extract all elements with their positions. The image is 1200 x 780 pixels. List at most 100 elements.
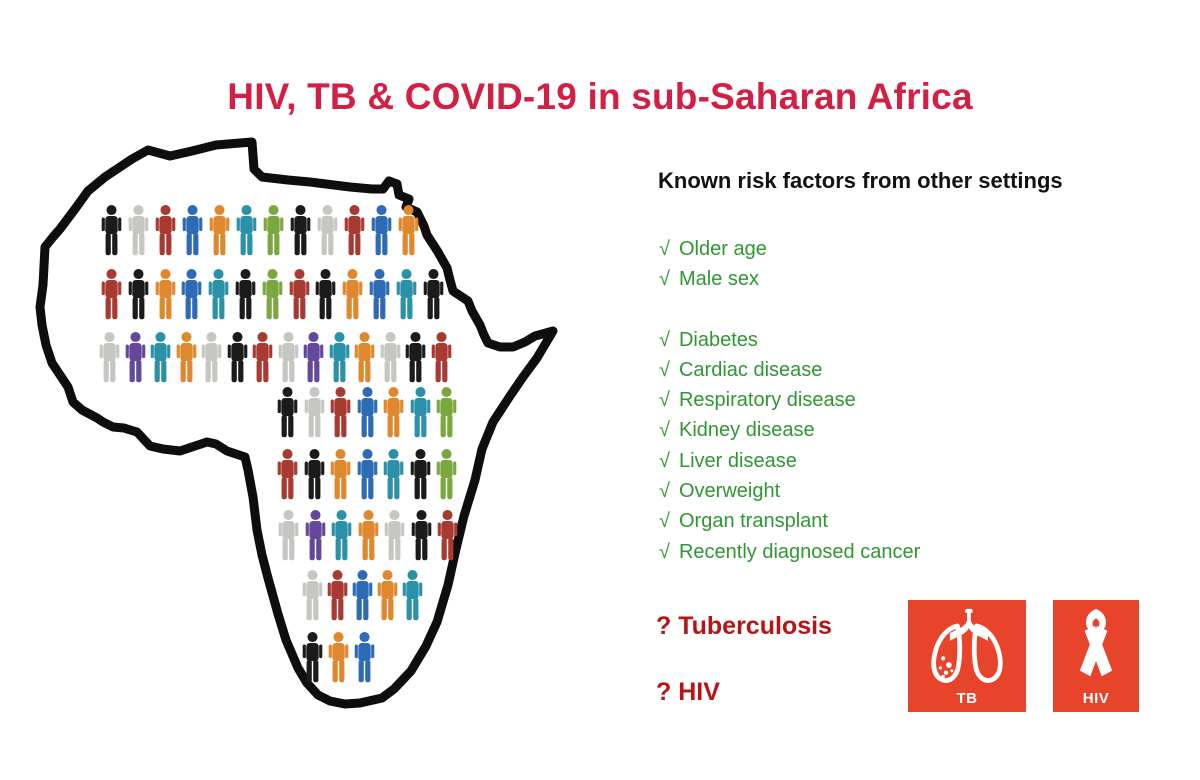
risk-group: √ Diabetes √ Cardiac disease √ Respiratory di… <box>659 325 920 567</box>
person-pictogram <box>100 202 123 258</box>
person-pictogram <box>181 202 204 258</box>
person-pictogram <box>304 507 327 563</box>
person-pictogram <box>382 446 405 502</box>
person-pictogram <box>208 202 231 258</box>
person-pictogram <box>303 384 326 440</box>
risk-item: √ Kidney disease <box>659 415 920 445</box>
person-pictogram <box>226 329 249 385</box>
person-pictogram <box>356 446 379 502</box>
person-pictogram <box>316 202 339 258</box>
person-pictogram <box>383 507 406 563</box>
person-pictogram <box>262 202 285 258</box>
person-pictogram <box>277 507 300 563</box>
person-pictogram <box>351 567 374 623</box>
person-pictogram <box>127 266 150 322</box>
slide-title: HIV, TB & COVID-19 in sub-Saharan Africa <box>227 76 973 117</box>
person-pictogram <box>422 266 445 322</box>
person-pictogram <box>127 202 150 258</box>
person-pictogram <box>376 567 399 623</box>
person-pictogram <box>330 507 353 563</box>
person-pictogram <box>276 384 299 440</box>
check-icon: √ <box>659 328 670 351</box>
person-pictogram <box>301 567 324 623</box>
person-pictogram <box>301 629 324 685</box>
person-pictogram <box>175 329 198 385</box>
check-icon: √ <box>659 540 670 563</box>
person-pictogram <box>356 384 379 440</box>
risk-group: √ Older age √ Male sex <box>659 234 920 295</box>
risk-item-label: Organ transplant <box>678 510 828 533</box>
check-icon: √ <box>659 510 670 533</box>
question-tuberculosis: ? Tuberculosis <box>656 612 832 640</box>
risk-item: √ Older age <box>659 234 920 264</box>
africa-map <box>20 125 665 740</box>
person-pictogram <box>289 202 312 258</box>
hiv-badge: HIV <box>1053 600 1139 712</box>
check-icon: √ <box>659 480 670 503</box>
person-pictogram <box>261 266 284 322</box>
person-pictogram <box>353 329 376 385</box>
person-pictogram <box>98 329 121 385</box>
person-pictogram <box>368 266 391 322</box>
risk-item-label: Respiratory disease <box>678 389 856 412</box>
person-pictogram <box>395 266 418 322</box>
check-icon: √ <box>659 238 670 260</box>
risk-item-label: Diabetes <box>678 328 758 351</box>
person-pictogram <box>288 266 311 322</box>
person-pictogram <box>397 202 420 258</box>
person-pictogram <box>200 329 223 385</box>
risk-item: √ Male sex <box>659 264 920 294</box>
risk-list: √ Older age √ Male sex √ Diabetes √ Cardiac dis… <box>659 234 920 567</box>
risk-item-label: Overweight <box>678 480 781 503</box>
person-pictogram <box>409 384 432 440</box>
risk-item: √ Cardiac disease <box>659 355 920 385</box>
person-pictogram <box>329 384 352 440</box>
check-icon: √ <box>659 449 670 472</box>
person-pictogram <box>234 266 257 322</box>
person-pictogram <box>329 446 352 502</box>
awareness-ribbon-icon <box>1079 608 1113 677</box>
person-pictogram <box>436 507 459 563</box>
risk-item-label: Kidney disease <box>678 419 815 442</box>
tb-badge-label: TB <box>956 690 978 707</box>
person-pictogram <box>435 384 458 440</box>
check-icon: √ <box>659 419 670 442</box>
person-pictogram <box>326 567 349 623</box>
person-pictogram <box>154 266 177 322</box>
person-pictogram <box>314 266 337 322</box>
risk-item: √ Organ transplant <box>659 506 920 536</box>
risk-item: √ Liver disease <box>659 446 920 476</box>
risk-heading: Known risk factors from other settings <box>658 168 1063 193</box>
question-hiv: ? HIV <box>656 678 720 706</box>
person-pictogram <box>235 202 258 258</box>
person-pictogram <box>430 329 453 385</box>
person-pictogram <box>409 446 432 502</box>
person-pictogram <box>401 567 424 623</box>
hiv-badge-label: HIV <box>1082 690 1110 707</box>
person-pictogram <box>180 266 203 322</box>
person-pictogram <box>302 329 325 385</box>
person-pictogram <box>341 266 364 322</box>
person-pictogram <box>382 384 405 440</box>
risk-item-label: Recently diagnosed cancer <box>678 540 921 563</box>
person-pictogram <box>379 329 402 385</box>
person-pictogram <box>100 266 123 322</box>
person-pictogram <box>410 507 433 563</box>
person-pictogram <box>357 507 380 563</box>
risk-item: √ Diabetes <box>659 325 920 355</box>
person-pictogram <box>404 329 427 385</box>
person-pictogram <box>343 202 366 258</box>
person-pictogram <box>154 202 177 258</box>
check-icon: √ <box>659 268 670 291</box>
person-pictogram <box>303 446 326 502</box>
person-pictogram <box>327 629 350 685</box>
person-pictogram <box>435 446 458 502</box>
check-icon: √ <box>659 389 670 412</box>
risk-item-label: Cardiac disease <box>678 358 823 381</box>
risk-item: √ Overweight <box>659 476 920 506</box>
person-pictogram <box>207 266 230 322</box>
person-pictogram <box>149 329 172 385</box>
person-pictogram <box>251 329 274 385</box>
risk-item: √ Respiratory disease <box>659 385 920 415</box>
